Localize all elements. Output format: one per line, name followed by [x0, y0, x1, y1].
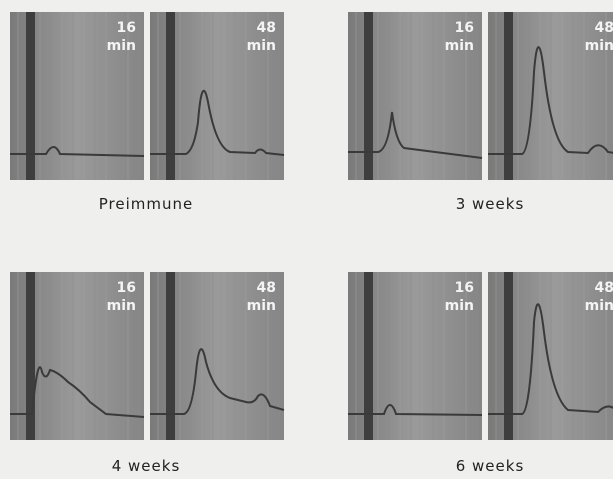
scan-panel: 16 min	[10, 272, 144, 440]
time-unit: min	[585, 38, 613, 54]
time-unit: min	[445, 38, 474, 54]
time-value: 48	[595, 20, 613, 36]
scan-panel: 16 min	[348, 12, 482, 180]
time-value: 16	[455, 20, 474, 36]
scan-panel: 16 min	[348, 272, 482, 440]
panel-caption: Preimmune	[99, 195, 193, 213]
panel-caption: 6 weeks	[456, 457, 525, 475]
time-unit: min	[247, 38, 276, 54]
time-unit: min	[585, 298, 613, 314]
time-unit: min	[445, 298, 474, 314]
time-unit: min	[247, 298, 276, 314]
page: 16 min 48 min Preimmune 16 min 48 min 3 weeks 16 mi…	[0, 0, 613, 479]
scan-panel: 16 min	[10, 12, 144, 180]
time-value: 48	[257, 20, 276, 36]
scan-panel: 48 min	[150, 12, 284, 180]
panel-caption: 3 weeks	[456, 195, 525, 213]
cell-bar	[364, 12, 373, 180]
time-unit: min	[107, 298, 136, 314]
time-value: 16	[117, 280, 136, 296]
panel-caption: 4 weeks	[112, 457, 181, 475]
time-unit: min	[107, 38, 136, 54]
time-value: 48	[257, 280, 276, 296]
figure: 16 min 48 min Preimmune 16 min 48 min 3 weeks 16 mi…	[0, 0, 613, 479]
time-value: 48	[595, 280, 613, 296]
scan-panel: 48 min	[488, 272, 613, 440]
scan-panel: 48 min	[150, 272, 284, 440]
time-value: 16	[117, 20, 136, 36]
time-value: 16	[455, 280, 474, 296]
scan-panel: 48 min	[488, 12, 613, 180]
